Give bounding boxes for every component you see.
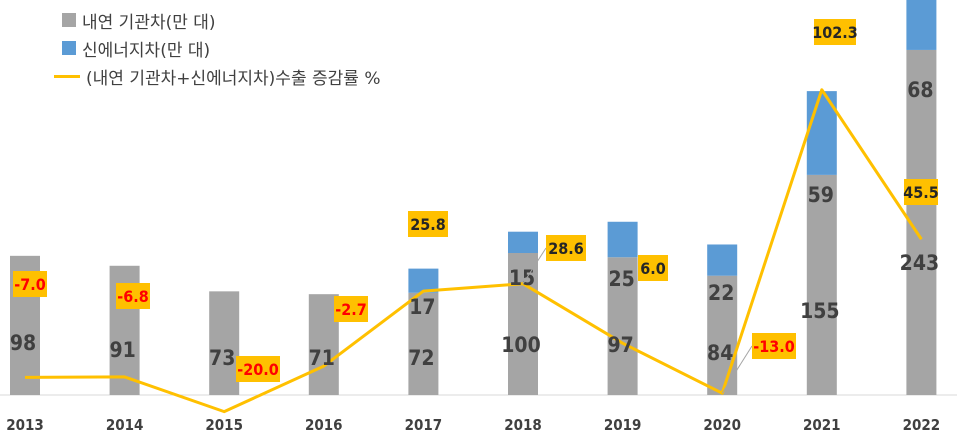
bar-nev [508, 231, 538, 253]
bar-ice [707, 275, 738, 395]
bar-label-nev: 17 [409, 295, 435, 319]
data-label-box [13, 271, 47, 297]
bar-label-ice: 73 [209, 346, 235, 370]
legend-item-growth: (내연 기관차+신에너지차)수출 증감률 % [54, 62, 380, 90]
bar-label-nev: 59 [808, 183, 834, 207]
line-data-label: -2.7 [335, 300, 366, 319]
x-tick-label: 2013 [6, 416, 44, 434]
data-label-box [236, 356, 280, 382]
x-tick-label: 2021 [803, 416, 841, 434]
bar-label-ice: 98 [10, 331, 36, 355]
data-label-box [116, 283, 150, 309]
bar-label-ice: 84 [707, 341, 733, 365]
bar-label-ice: 97 [607, 333, 633, 357]
data-label-box [814, 19, 856, 45]
x-tick-label: 2015 [205, 416, 243, 434]
x-tick-label: 2014 [106, 416, 144, 434]
line-data-label: -20.0 [237, 360, 279, 379]
line-data-label: -13.0 [753, 337, 795, 356]
legend-label-growth: (내연 기관차+신에너지차)수출 증감률 % [86, 68, 381, 89]
x-tick-label: 2016 [305, 416, 343, 434]
line-data-label: -7.0 [14, 275, 45, 294]
x-tick-label: 2020 [703, 416, 741, 434]
line-data-label: 6.0 [640, 259, 666, 278]
x-tick-label: 2017 [405, 416, 443, 434]
data-label-box [752, 333, 796, 359]
bar-nev [707, 244, 738, 276]
bar-ice [806, 174, 837, 395]
data-label-box [904, 179, 938, 205]
bar-label-nev: 68 [907, 78, 933, 102]
x-tick-label: 2018 [504, 416, 542, 434]
bar-label-ice: 155 [800, 299, 839, 323]
bar-nev [607, 221, 638, 258]
bar-ice [508, 253, 538, 395]
bar-label-ice: 72 [408, 346, 434, 370]
legend-item-ice: 내연 기관차(만 대) [54, 6, 380, 34]
bar-label-ice: 91 [109, 338, 135, 362]
legend-swatch-ice [62, 13, 76, 27]
bar-ice [408, 292, 439, 395]
bar-label-ice: 100 [501, 333, 540, 357]
bar-label-ice: 243 [900, 251, 939, 275]
line-data-label: 102.3 [812, 23, 858, 42]
line-data-label: 28.6 [548, 239, 584, 258]
data-label-box [334, 296, 368, 322]
line-data-label: -6.8 [117, 287, 148, 306]
x-tick-label: 2019 [604, 416, 642, 434]
legend-label-nev: 신에너지차(만 대) [82, 40, 211, 61]
bar-label-nev: 25 [608, 267, 634, 291]
legend-label-ice: 내연 기관차(만 대) [82, 12, 216, 33]
data-label-connector [522, 247, 547, 284]
data-label-box [546, 235, 586, 261]
growth-line [24, 88, 923, 414]
data-label-box [408, 211, 448, 237]
legend-item-nev: 신에너지차(만 대) [54, 34, 380, 62]
bar-ice [607, 257, 638, 395]
legend-swatch-growth [54, 74, 80, 78]
bar-nev [408, 268, 439, 293]
line-data-label: 45.5 [903, 183, 939, 202]
bar-label-nev: 22 [708, 281, 734, 305]
bar-ice [308, 294, 339, 395]
line-data-label: 25.8 [410, 215, 446, 234]
legend-swatch-nev [62, 41, 76, 55]
bar-nev [906, 0, 937, 50]
bar-label-nev: 15 [509, 266, 535, 290]
bar-label-ice: 71 [309, 346, 335, 370]
x-tick-label: 2022 [903, 416, 941, 434]
bar-ice [209, 291, 240, 395]
data-label-connector [721, 345, 753, 394]
data-label-box [638, 255, 668, 281]
legend: 내연 기관차(만 대) 신에너지차(만 대) (내연 기관차+신에너지차)수출 … [54, 6, 380, 90]
